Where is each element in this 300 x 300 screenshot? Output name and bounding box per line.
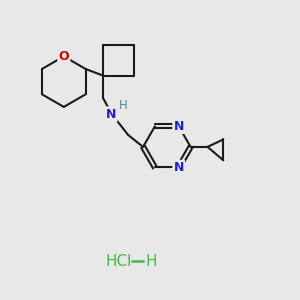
Text: HCl: HCl xyxy=(106,254,132,269)
Text: H: H xyxy=(146,254,157,269)
Text: H: H xyxy=(119,99,128,112)
Text: N: N xyxy=(173,161,184,174)
Text: N: N xyxy=(173,120,184,133)
Text: N: N xyxy=(106,108,116,121)
Text: O: O xyxy=(58,50,69,63)
